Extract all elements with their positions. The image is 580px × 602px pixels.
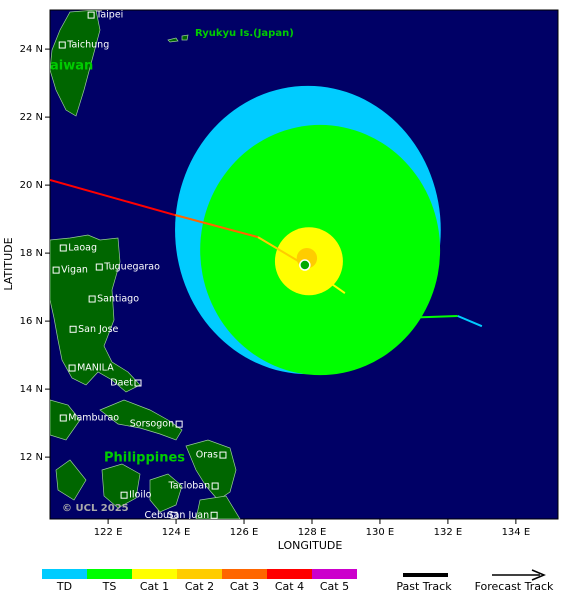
x-tick-label: 124 E <box>162 527 191 538</box>
track-segment <box>304 264 346 295</box>
place-label: MANILA <box>77 363 114 374</box>
place-marker <box>87 11 95 19</box>
place-marker <box>52 266 60 274</box>
y-tick-label: 22 N <box>20 112 43 123</box>
legend-label: Cat 2 <box>185 580 214 593</box>
place-marker <box>170 511 178 519</box>
y-axis-label: LATITUDE <box>2 237 15 290</box>
place-marker <box>88 295 96 303</box>
land <box>50 10 241 519</box>
place-label: Mamburao <box>68 413 119 424</box>
place-label: Santiago <box>97 294 139 305</box>
x-tick-label: 130 E <box>366 527 395 538</box>
y-tick-label: 20 N <box>20 180 43 191</box>
forecast-arrow <box>531 569 546 581</box>
place-label: Daet <box>110 377 133 388</box>
place-marker <box>210 511 218 519</box>
track-segment <box>50 179 176 216</box>
place-label: Taipei <box>95 10 123 21</box>
region-label: aiwan <box>50 59 93 74</box>
legend-label: Cat 4 <box>275 580 304 593</box>
place-marker <box>120 491 128 499</box>
y-tick-label: 24 N <box>20 44 43 55</box>
region-label: Philippines <box>104 451 185 466</box>
place-marker <box>68 364 76 372</box>
storm-center <box>299 259 311 271</box>
x-tick-label: 132 E <box>434 527 463 538</box>
x-tick-label: 128 E <box>298 527 327 538</box>
y-tick-label: 16 N <box>20 316 43 327</box>
place-marker <box>219 451 227 459</box>
copyright: © UCL 2025 <box>62 503 129 514</box>
place-label: Vigan <box>61 265 88 276</box>
x-axis-label: LONGITUDE <box>278 539 343 552</box>
place-label: Cebu <box>144 510 169 521</box>
past-track-label: Past Track <box>396 580 452 593</box>
y-tick-label: 12 N <box>20 452 43 463</box>
place-label: San Juan <box>168 510 210 521</box>
place-marker <box>59 414 67 422</box>
place-marker <box>175 420 183 428</box>
x-tick-label: 122 E <box>94 527 123 538</box>
place-label: Tuguegarao <box>103 262 160 273</box>
legend-label: Cat 5 <box>320 580 349 593</box>
legend-swatch <box>132 569 177 579</box>
track-segment <box>399 315 458 320</box>
track-segment <box>457 315 483 328</box>
place-label: Sorsogon <box>130 419 174 430</box>
place-label: Taichung <box>66 40 109 51</box>
place-label: Iloilo <box>129 490 152 501</box>
place-marker <box>211 482 219 490</box>
track-legend: Past Track Forecast Track <box>396 569 554 593</box>
legend-label: Cat 3 <box>230 580 259 593</box>
legend-label: TD <box>56 580 72 593</box>
region-label: Ryukyu Is.(Japan) <box>195 28 294 39</box>
legend-swatch <box>42 569 87 579</box>
legend-swatch <box>222 569 267 579</box>
x-tick-label: 134 E <box>502 527 531 538</box>
place-label: Tacloban <box>168 481 211 492</box>
legend-label: Cat 1 <box>140 580 169 593</box>
place-label: Laoag <box>68 243 97 254</box>
legend-label: TS <box>102 580 117 593</box>
legend-swatch <box>177 569 222 579</box>
place-marker <box>95 263 103 271</box>
legend-swatch <box>87 569 132 579</box>
track-segment <box>174 214 259 239</box>
legend-swatch <box>267 569 312 579</box>
x-tick-label: 126 E <box>230 527 259 538</box>
place-label: Oras <box>196 450 218 461</box>
forecast-track-label: Forecast Track <box>475 580 554 593</box>
place-marker <box>69 325 77 333</box>
place-marker <box>58 41 66 49</box>
y-tick-label: 18 N <box>20 248 43 259</box>
legend-swatch <box>312 569 357 579</box>
y-tick-label: 14 N <box>20 384 43 395</box>
place-marker <box>134 379 142 387</box>
track-segment <box>344 292 401 319</box>
track-segment <box>257 236 306 266</box>
place-marker <box>59 244 67 252</box>
place-label: San Jose <box>78 324 118 335</box>
